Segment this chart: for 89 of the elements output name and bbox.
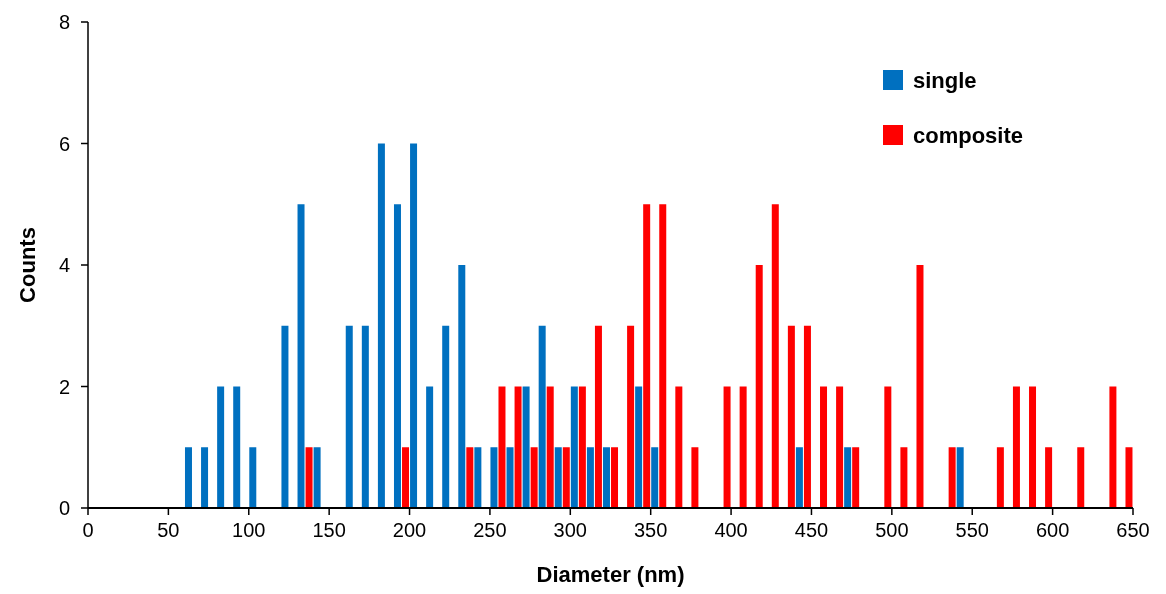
bar [490,447,498,508]
x-tick-label: 550 [955,519,989,541]
bar [345,325,353,508]
bar [1012,386,1020,508]
bar [956,447,964,508]
bar [313,447,321,508]
bar [787,325,795,508]
bar [233,386,241,508]
bar [281,325,289,508]
bar [184,447,192,508]
bar [594,325,602,508]
bar [1045,447,1053,508]
bar [522,386,530,508]
bar [820,386,828,508]
bar [611,447,619,508]
bar [410,143,418,508]
bar [739,386,747,508]
x-tick-label: 150 [312,519,346,541]
x-tick-label: 50 [157,519,180,541]
legend-label: composite [913,123,1024,148]
bar [554,447,562,508]
bar [948,447,956,508]
bar [1125,447,1133,508]
bar [627,325,635,508]
y-axis-title: Counts [15,227,40,303]
x-tick-label: 100 [232,519,266,541]
bar [675,386,683,508]
bar [1109,386,1117,508]
bar [1029,386,1037,508]
x-axis-title: Diameter (nm) [536,562,685,587]
bar [1077,447,1085,508]
y-tick-label: 0 [58,497,70,519]
x-tick-label: 650 [1116,519,1150,541]
bar [426,386,434,508]
bar [635,386,643,508]
bar [659,204,667,508]
bar [506,447,514,508]
bar [514,386,522,508]
y-tick-label: 4 [58,254,70,276]
bar [498,386,506,508]
bar [771,204,779,508]
bar [562,447,570,508]
y-tick-label: 6 [58,132,70,155]
bar [474,447,482,508]
x-tick-label: 500 [875,519,909,541]
bar [578,386,586,508]
x-tick-label: 0 [82,519,94,541]
bar [570,386,578,508]
bar [442,325,450,508]
bar [201,447,209,508]
x-tick-label: 200 [392,519,427,541]
bar [393,204,401,508]
bar [217,386,225,508]
x-tick-label: 350 [634,519,668,541]
bar [538,325,546,508]
bar [900,447,908,508]
bar [852,447,860,508]
bar [530,447,538,508]
bar [691,447,699,508]
bar [249,447,257,508]
x-tick-label: 400 [714,519,748,541]
bar [844,447,852,508]
x-tick-label: 450 [794,519,829,541]
x-tick-label: 250 [473,519,507,541]
bar [884,386,892,508]
bar [795,447,803,508]
y-tick-label: 8 [58,11,70,33]
bar [305,447,313,508]
bar [803,325,811,508]
bar [297,204,305,508]
y-tick-label: 2 [58,375,70,398]
bar [586,447,594,508]
bar [723,386,731,508]
bar [466,447,474,508]
bar [361,325,369,508]
bar [836,386,844,508]
bar [546,386,554,508]
bar [755,265,763,508]
bar [602,447,610,508]
bar [377,143,385,508]
bar [996,447,1004,508]
bar [402,447,410,508]
x-tick-label: 600 [1035,519,1070,541]
bar [916,265,924,508]
x-tick-label: 300 [553,519,587,541]
legend-label: single [913,68,977,93]
bar [643,204,651,508]
bar [458,265,466,508]
bar [651,447,659,508]
